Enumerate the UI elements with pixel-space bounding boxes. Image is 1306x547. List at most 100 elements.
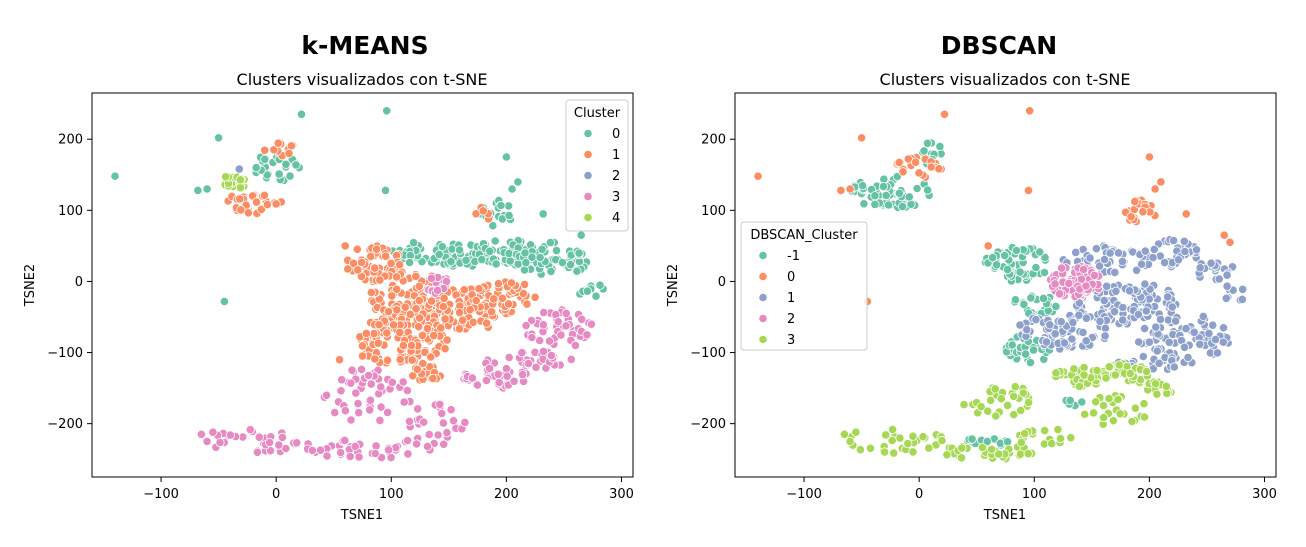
point-cluster-3: [879, 447, 890, 457]
point-cluster-3: [225, 430, 235, 440]
point-cluster--1: [1065, 395, 1075, 405]
point-cluster-1: [1160, 257, 1170, 268]
point-cluster-3: [1069, 364, 1079, 374]
point-cluster-1: [1169, 362, 1179, 372]
point-cluster-3: [371, 441, 381, 451]
point-cluster-3: [517, 348, 527, 358]
x-tick-label: 100: [379, 487, 404, 502]
point-cluster-3: [336, 386, 346, 396]
point-cluster-3: [1092, 365, 1102, 375]
legend-marker-3: [758, 334, 768, 345]
point-cluster-0: [926, 162, 936, 172]
point-cluster-3: [881, 430, 891, 440]
point-cluster-1: [1191, 245, 1202, 255]
point-cluster-3: [202, 436, 212, 446]
point-cluster-3: [1079, 370, 1089, 380]
point-cluster-1: [454, 324, 465, 334]
point-cluster-1: [1132, 265, 1142, 275]
point-cluster-3: [839, 429, 850, 439]
point-cluster-3: [460, 417, 470, 427]
point-cluster-1: [428, 373, 438, 383]
point-cluster-1: [503, 299, 514, 309]
dbscan-panel: DBSCAN Clusters visualizados con t-SNE −…: [666, 31, 1277, 523]
point-cluster-1: [269, 145, 279, 155]
point-cluster-1: [357, 351, 368, 361]
point-cluster-3: [1024, 397, 1034, 408]
point-cluster-3: [1020, 428, 1030, 439]
point-cluster-1: [365, 252, 376, 262]
point-cluster-3: [365, 395, 375, 405]
point-cluster-1: [438, 301, 448, 312]
point-cluster-1: [380, 251, 391, 261]
point-cluster-1: [1179, 342, 1190, 352]
point-cluster-3: [976, 402, 986, 412]
point-cluster-1: [522, 299, 532, 309]
legend-box: [740, 221, 868, 351]
point-cluster-1: [1113, 248, 1124, 258]
point-cluster-0: [274, 169, 284, 179]
point-cluster-0: [591, 291, 601, 301]
y-tick-label: −100: [47, 346, 83, 361]
legend-marker-2: [583, 170, 593, 181]
point-cluster-3: [1099, 412, 1109, 423]
point-cluster-1: [1067, 334, 1077, 344]
point-cluster-3: [376, 402, 386, 412]
point-cluster-0: [507, 184, 517, 194]
point-cluster-3: [363, 370, 374, 381]
point-cluster-3: [1125, 368, 1135, 379]
point-cluster-3: [1074, 381, 1085, 392]
point-cluster-1: [1204, 328, 1214, 338]
point-cluster-3: [887, 424, 898, 434]
point-cluster-1: [422, 323, 433, 333]
point-cluster-1: [1167, 302, 1177, 312]
point-cluster-1: [414, 295, 424, 306]
point-cluster-0: [1219, 230, 1229, 240]
point-cluster--1: [897, 202, 908, 212]
point-cluster--1: [906, 199, 916, 209]
point-cluster-1: [468, 317, 478, 327]
point-cluster-3: [1040, 425, 1050, 436]
x-tick-label: 300: [609, 487, 634, 502]
point-cluster-3: [994, 449, 1004, 459]
point-cluster-3: [895, 433, 905, 443]
point-cluster-3: [387, 377, 397, 387]
point-cluster-1: [407, 355, 417, 365]
point-cluster-1: [530, 292, 540, 302]
point-cluster-1: [382, 355, 393, 365]
point-cluster-1: [1056, 317, 1066, 327]
point-cluster-3: [956, 453, 967, 463]
point-cluster-0: [983, 241, 993, 251]
point-cluster-1: [1163, 292, 1173, 302]
point-cluster-0: [894, 157, 904, 167]
point-cluster-1: [262, 200, 272, 210]
point-cluster-1: [1218, 323, 1229, 333]
point-cluster-3: [340, 435, 350, 445]
point-cluster-1: [1173, 255, 1184, 265]
point-cluster-3: [439, 439, 449, 449]
point-cluster-0: [219, 296, 229, 306]
point-cluster-3: [1023, 449, 1033, 459]
point-cluster-1: [1137, 259, 1147, 269]
point-cluster-3: [1053, 424, 1063, 435]
point-cluster-3: [330, 407, 340, 418]
point-cluster-0: [251, 163, 261, 173]
point-cluster-1: [334, 355, 345, 365]
point-cluster-3: [1055, 433, 1066, 444]
point-cluster-4: [235, 183, 245, 193]
point-cluster-0: [262, 170, 272, 180]
point-cluster-1: [1208, 320, 1218, 330]
point-cluster-3: [1142, 366, 1152, 377]
point-cluster-3: [903, 439, 913, 449]
point-cluster-3: [1016, 437, 1026, 447]
point-cluster--1: [912, 183, 922, 194]
point-cluster-1: [382, 328, 392, 338]
point-cluster-3: [1110, 370, 1121, 380]
point-cluster-3: [1114, 360, 1124, 370]
point-cluster-3: [538, 320, 549, 330]
point-cluster-1: [1071, 247, 1081, 257]
point-cluster-3: [353, 398, 363, 409]
point-cluster--1: [1026, 293, 1036, 303]
point-cluster-1: [411, 304, 421, 314]
point-cluster-0: [572, 266, 582, 276]
